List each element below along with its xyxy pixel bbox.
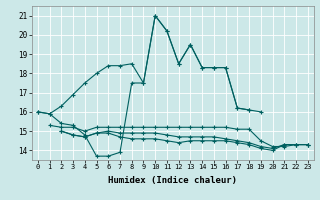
X-axis label: Humidex (Indice chaleur): Humidex (Indice chaleur) <box>108 176 237 185</box>
